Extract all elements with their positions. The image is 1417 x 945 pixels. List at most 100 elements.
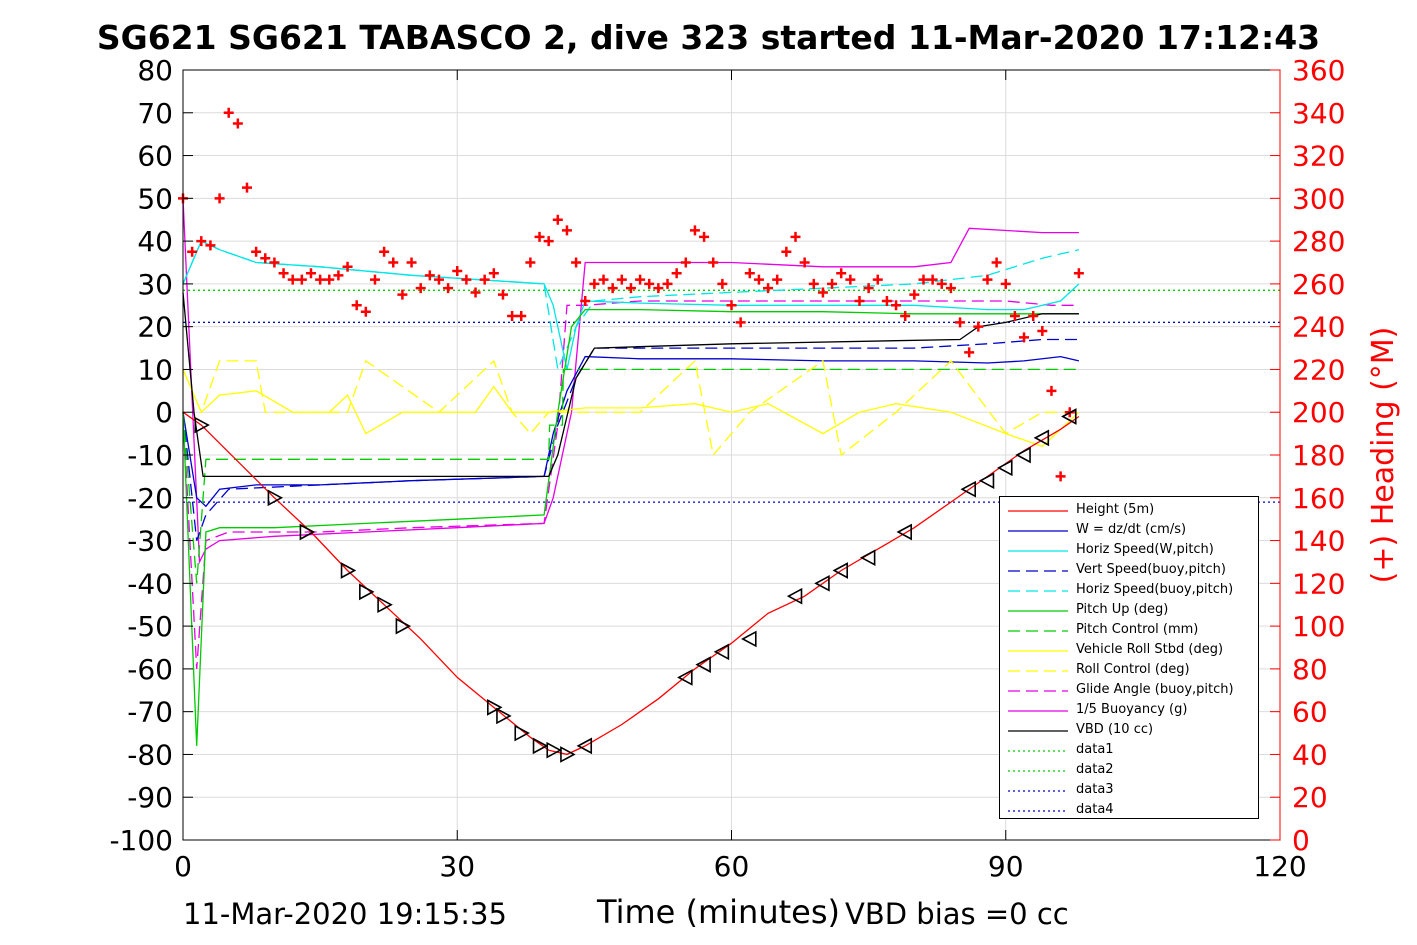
y-tick-label: -20 bbox=[127, 482, 173, 515]
legend-entry-w: W = dz/dt (cm/s) bbox=[1000, 521, 1260, 541]
y-tick-label: -30 bbox=[127, 525, 173, 558]
dive-marker bbox=[859, 549, 876, 567]
heading-point bbox=[470, 287, 481, 298]
dive-marker bbox=[786, 587, 803, 605]
dive-marker bbox=[359, 583, 375, 601]
heading-point bbox=[827, 278, 838, 289]
y-tick-label: 0 bbox=[155, 396, 173, 429]
y2-tick-label: 100 bbox=[1292, 610, 1345, 643]
legend-entry-vert_buoy: Vert Speed(buoy,pitch) bbox=[1000, 561, 1260, 581]
legend-swatch bbox=[1008, 570, 1068, 572]
heading-point bbox=[625, 283, 636, 294]
legend-swatch bbox=[1008, 670, 1068, 672]
y2-tick-label: 200 bbox=[1292, 396, 1345, 429]
y2-tick-label: 180 bbox=[1292, 439, 1345, 472]
dive-marker bbox=[546, 741, 562, 759]
dive-marker bbox=[576, 737, 593, 755]
y2-tick-label: 40 bbox=[1292, 738, 1328, 771]
dive-marker bbox=[395, 617, 412, 635]
x-tick-label: 30 bbox=[439, 850, 475, 883]
heading-point bbox=[369, 274, 380, 285]
series-w bbox=[182, 355, 1080, 508]
heading-point bbox=[315, 274, 326, 285]
heading-point bbox=[1000, 278, 1011, 289]
y2-tick-label: 60 bbox=[1292, 696, 1328, 729]
legend-swatch bbox=[1008, 590, 1068, 592]
heading-point bbox=[799, 257, 810, 268]
heading-point bbox=[507, 310, 518, 321]
heading-point bbox=[973, 321, 984, 332]
x-tick-label: 60 bbox=[714, 850, 750, 883]
series-glide bbox=[182, 300, 1079, 669]
heading-point bbox=[872, 274, 883, 285]
heading-point bbox=[900, 310, 911, 321]
heading-point bbox=[717, 278, 728, 289]
heading-point bbox=[781, 246, 792, 257]
y-tick-label: 20 bbox=[137, 311, 173, 344]
y2-tick-label: 0 bbox=[1292, 824, 1310, 857]
heading-point bbox=[196, 236, 207, 247]
y2-tick-label: 260 bbox=[1292, 268, 1345, 301]
y2-axis-label: (+) Heading (°M) bbox=[1366, 327, 1401, 584]
legend-label: Roll Control (deg) bbox=[1076, 662, 1190, 677]
heading-point bbox=[479, 274, 490, 285]
heading-point bbox=[662, 278, 673, 289]
heading-point bbox=[251, 246, 262, 257]
legend-label: Pitch Up (deg) bbox=[1076, 602, 1169, 617]
heading-point bbox=[497, 289, 508, 300]
heading-point bbox=[589, 278, 600, 289]
heading-point bbox=[808, 278, 819, 289]
legend-entry-roll_ctrl: Roll Control (deg) bbox=[1000, 661, 1260, 681]
heading-point bbox=[296, 274, 307, 285]
legend-label: data2 bbox=[1076, 762, 1114, 777]
heading-point bbox=[351, 300, 362, 311]
y2-tick-label: 20 bbox=[1292, 781, 1328, 814]
heading-point bbox=[287, 274, 298, 285]
heading-point bbox=[945, 283, 956, 294]
y-tick-label: 80 bbox=[137, 54, 173, 87]
heading-point bbox=[342, 261, 353, 272]
dive-marker bbox=[814, 574, 830, 592]
heading-point bbox=[836, 268, 847, 279]
dive-marker bbox=[299, 523, 316, 541]
legend-entry-pitch: Pitch Up (deg) bbox=[1000, 601, 1260, 621]
heading-point bbox=[232, 118, 243, 129]
legend-entry-pitch_ctrl: Pitch Control (mm) bbox=[1000, 621, 1260, 641]
y2-tick-label: 80 bbox=[1292, 653, 1328, 686]
legend-swatch bbox=[1008, 770, 1068, 772]
heading-point bbox=[360, 306, 371, 317]
y-tick-label: -60 bbox=[127, 653, 173, 686]
legend-swatch bbox=[1008, 710, 1068, 712]
legend-label: Pitch Control (mm) bbox=[1076, 622, 1199, 637]
heading-point bbox=[571, 257, 582, 268]
dive-marker bbox=[677, 669, 693, 686]
dive-marker bbox=[340, 562, 357, 579]
legend-entry-data2: data2 bbox=[1000, 761, 1260, 781]
legend-entry-data3: data3 bbox=[1000, 781, 1260, 801]
y2-tick-label: 340 bbox=[1292, 97, 1345, 130]
heading-point bbox=[863, 283, 874, 294]
legend-swatch bbox=[1008, 610, 1068, 612]
legend-swatch bbox=[1008, 550, 1068, 552]
dive-marker bbox=[832, 562, 849, 579]
y-tick-label: -70 bbox=[127, 696, 173, 729]
y2-tick-label: 300 bbox=[1292, 182, 1345, 215]
dive-marker bbox=[960, 480, 976, 498]
legend-swatch bbox=[1008, 530, 1068, 532]
heading-point bbox=[214, 193, 225, 204]
heading-point bbox=[1028, 310, 1039, 321]
series-roll_ctrl bbox=[182, 359, 1079, 457]
dive-marker bbox=[978, 472, 995, 490]
heading-point bbox=[278, 268, 289, 279]
legend-entry-glide: Glide Angle (buoy,pitch) bbox=[1000, 681, 1260, 701]
heading-point bbox=[525, 257, 536, 268]
heading-point bbox=[671, 268, 682, 279]
dive-marker bbox=[1061, 408, 1077, 425]
legend-entry-roll: Vehicle Roll Stbd (deg) bbox=[1000, 641, 1260, 661]
y2-tick-label: 160 bbox=[1292, 482, 1345, 515]
heading-point bbox=[772, 274, 783, 285]
heading-point bbox=[424, 270, 435, 281]
heading-point bbox=[955, 317, 966, 328]
heading-point bbox=[1019, 332, 1030, 343]
heading-point bbox=[891, 300, 902, 311]
